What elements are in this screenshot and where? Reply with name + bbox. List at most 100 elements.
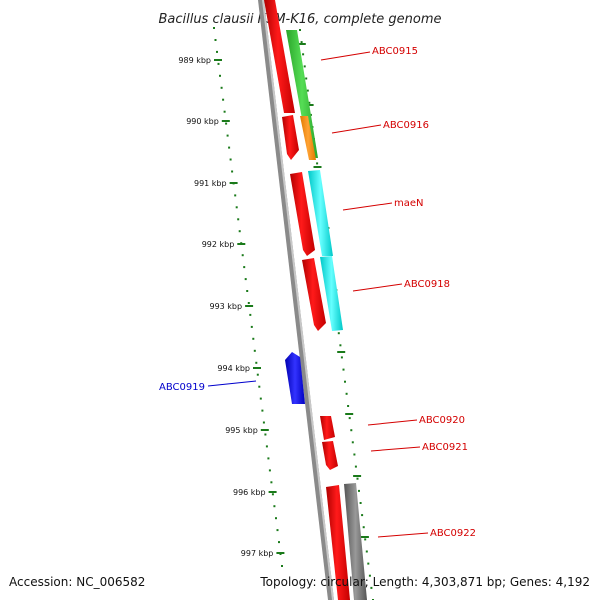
gene-label-abc0919[interactable]: ABC0919 bbox=[159, 382, 205, 393]
scale-dot bbox=[217, 62, 220, 65]
scale-dot bbox=[281, 565, 283, 567]
scale-dot bbox=[348, 417, 351, 420]
scale-dot bbox=[356, 477, 359, 480]
gene-label-abc0922[interactable]: ABC0922 bbox=[430, 528, 476, 539]
scale-dot bbox=[223, 110, 226, 113]
gene-arrow-abc0922 bbox=[326, 485, 350, 600]
gene-label-abc0916[interactable]: ABC0916 bbox=[383, 120, 429, 131]
scale-dot bbox=[262, 421, 265, 424]
scale-dot bbox=[247, 302, 250, 304]
scale-dot bbox=[258, 385, 261, 388]
feature-track-cyan-1 bbox=[308, 170, 333, 256]
scale-dot bbox=[250, 325, 253, 328]
scale-dot bbox=[265, 445, 268, 448]
scale-dot bbox=[337, 332, 340, 335]
scale-dot bbox=[353, 453, 356, 456]
scale-dot bbox=[359, 502, 362, 504]
scale-dot bbox=[344, 380, 346, 383]
scale-dot bbox=[237, 218, 240, 221]
scale-dot bbox=[275, 517, 277, 520]
scale-dot bbox=[303, 65, 306, 68]
scale-dot bbox=[243, 266, 246, 269]
scale-dot bbox=[306, 89, 309, 92]
scale-dot bbox=[367, 562, 370, 565]
scale-label: 993 kbp bbox=[209, 302, 242, 311]
gene-label-maen[interactable]: maeN bbox=[394, 198, 424, 209]
scale-dot bbox=[244, 278, 247, 281]
scale-dot bbox=[220, 86, 223, 89]
gene-arrow-abc0916 bbox=[282, 115, 299, 160]
scale-label: 990 kbp bbox=[186, 117, 219, 126]
scale-dot bbox=[345, 392, 348, 395]
accession-text: Accession: NC_006582 bbox=[9, 575, 145, 589]
scale-dot bbox=[231, 170, 234, 173]
scale-dot bbox=[347, 405, 350, 407]
gene-arrow-maen bbox=[290, 172, 315, 256]
scale-dot bbox=[368, 574, 371, 577]
scale-dot bbox=[305, 77, 308, 80]
scale-dot bbox=[229, 158, 232, 161]
feature-track-orange bbox=[300, 116, 316, 160]
genome-stats-text: Topology: circular; Length: 4,303,871 bp… bbox=[259, 575, 590, 589]
scale-dot bbox=[278, 541, 280, 544]
scale-dot bbox=[340, 356, 343, 359]
scale-dot bbox=[370, 586, 373, 589]
gene-arrow-abc0915 bbox=[264, 0, 295, 113]
scale-dot bbox=[351, 441, 354, 444]
scale-dot bbox=[273, 505, 276, 508]
scale-dot bbox=[361, 514, 364, 517]
scale-ticks: 989 kbp 990 kbp 991 kbp 992 kbp 993 kbp 994 k… bbox=[178, 43, 369, 558]
scale-dot bbox=[241, 254, 244, 257]
scale-dot bbox=[300, 41, 303, 44]
gene-labels: ABC0915 ABC0916 maeN ABC0918 ABC0919 ABC… bbox=[159, 46, 476, 539]
scale-dot bbox=[219, 74, 221, 77]
scale-dot bbox=[261, 409, 264, 412]
gene-label-abc0918[interactable]: ABC0918 bbox=[404, 279, 450, 290]
feature-track-gray bbox=[344, 483, 367, 600]
scale-dot bbox=[342, 368, 345, 371]
scale-label: 989 kbp bbox=[178, 56, 211, 65]
scale-label: 997 kbp bbox=[241, 549, 274, 558]
gene-label-abc0920[interactable]: ABC0920 bbox=[419, 415, 465, 426]
scale-dot bbox=[225, 122, 228, 125]
scale-dot bbox=[252, 337, 255, 340]
scale-dot bbox=[228, 146, 231, 149]
scale-dot bbox=[246, 290, 249, 292]
scale-dot bbox=[354, 465, 357, 468]
scale-dot bbox=[308, 101, 311, 104]
scale-dot bbox=[364, 538, 367, 541]
scale-dot bbox=[264, 433, 267, 436]
scale-label: 992 kbp bbox=[202, 240, 235, 249]
gene-arrow-abc0918 bbox=[302, 258, 326, 331]
gene-label-abc0921[interactable]: ABC0921 bbox=[422, 442, 468, 453]
scale-dot bbox=[362, 526, 365, 529]
gene-arrow-abc0920 bbox=[320, 416, 335, 440]
scale-dot bbox=[253, 349, 256, 352]
scale-dot bbox=[256, 373, 259, 376]
scale-dot bbox=[216, 50, 218, 53]
scale-label: 995 kbp bbox=[225, 426, 258, 435]
scale-label: 996 kbp bbox=[233, 488, 266, 497]
scale-dot bbox=[255, 361, 258, 364]
label-leaders bbox=[207, 51, 429, 538]
scale-dot bbox=[214, 39, 217, 41]
feature-track-cyan-2 bbox=[320, 256, 343, 331]
gene-label-abc0915[interactable]: ABC0915 bbox=[372, 46, 418, 57]
scale-dot bbox=[299, 29, 301, 31]
scale-dot bbox=[213, 27, 215, 29]
gene-arrow-abc0919 bbox=[285, 352, 305, 404]
scale-dot bbox=[226, 134, 229, 137]
scale-dot bbox=[350, 429, 353, 432]
scale-dot bbox=[358, 489, 360, 492]
scale-label: 994 kbp bbox=[217, 364, 250, 373]
scale-dot bbox=[365, 550, 368, 553]
feature-track-green bbox=[286, 30, 318, 158]
scale-dot bbox=[234, 194, 237, 197]
scale-dot bbox=[249, 313, 252, 316]
scale-dot bbox=[339, 344, 342, 347]
gene-arrow-abc0921 bbox=[322, 441, 338, 470]
scale-dot bbox=[268, 469, 271, 472]
scale-dot bbox=[276, 529, 279, 532]
scale-dot bbox=[267, 457, 270, 460]
